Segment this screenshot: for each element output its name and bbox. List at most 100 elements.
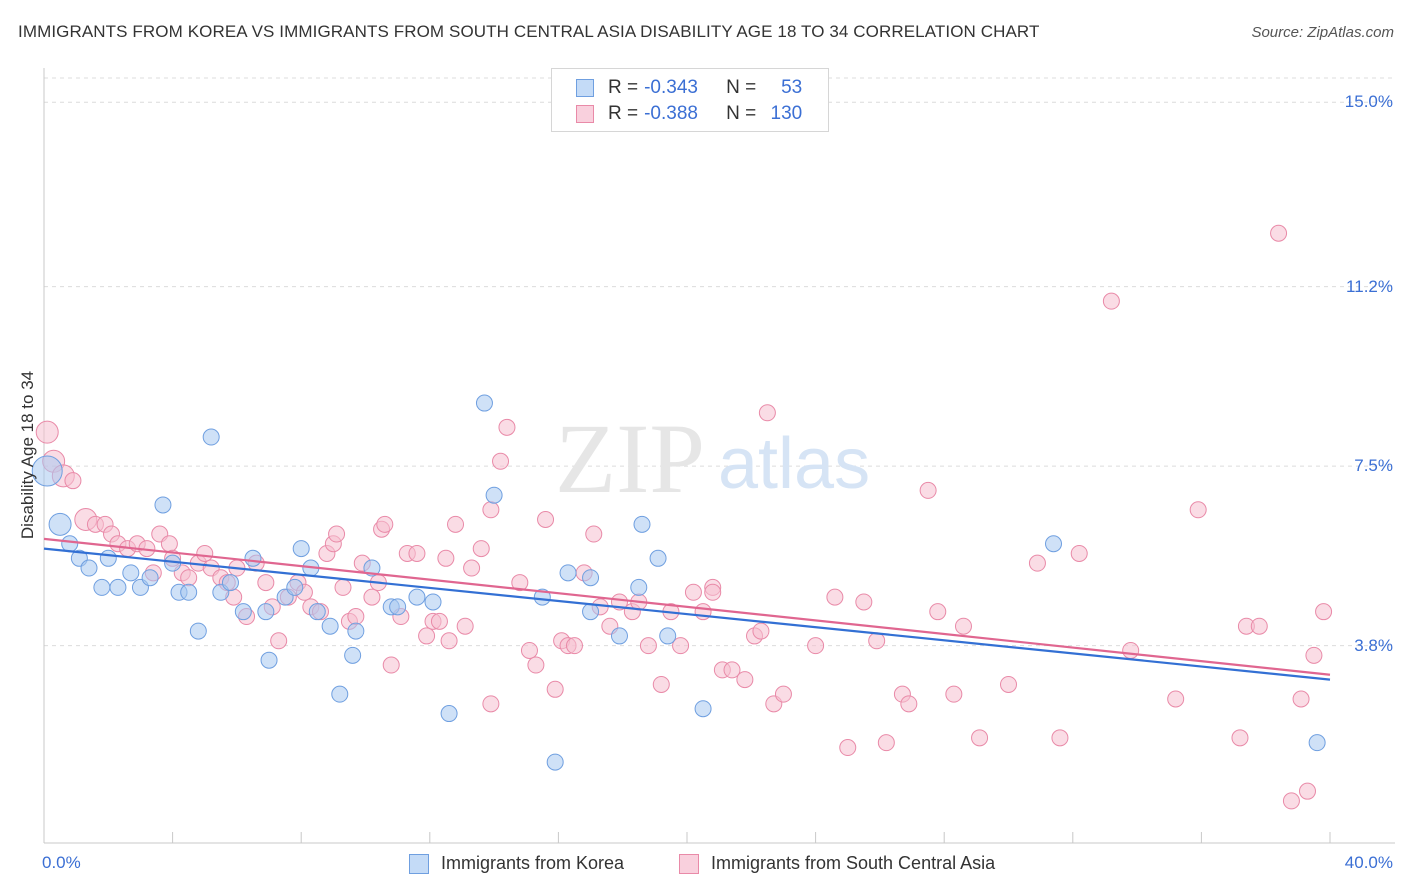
series-legend: Immigrants from Korea Immigrants from So… — [0, 853, 1406, 877]
sca-point — [752, 622, 770, 640]
korea-point — [344, 646, 362, 664]
korea-point — [257, 603, 275, 621]
x-tick-min: 0.0% — [42, 853, 81, 872]
korea-point — [630, 578, 648, 596]
n-value: 53 — [781, 77, 803, 98]
sca-point — [652, 675, 670, 693]
n-value: 130 — [770, 103, 803, 124]
korea-point — [582, 569, 600, 587]
sca-point — [472, 540, 490, 558]
stats-legend: R = -0.343 N = 53 R = -0.388 N = 130 — [551, 68, 829, 132]
x-tick-max: 40.0% — [1344, 853, 1393, 872]
korea-legend-swatch — [409, 853, 429, 874]
legend-row-korea: R = -0.343 N = 53 — [576, 76, 802, 100]
watermark-atlas: atlas — [718, 424, 870, 504]
n-label: N = — [726, 77, 757, 98]
sca-point — [1250, 617, 1268, 635]
korea-point — [363, 559, 381, 577]
sca-point — [1102, 292, 1120, 310]
sca-point — [328, 525, 346, 543]
sca-point — [723, 661, 741, 679]
korea-point — [308, 603, 326, 621]
sca-point — [482, 501, 500, 519]
sca-point — [347, 608, 365, 626]
legend-row-sca: R = -0.388 N = 130 — [576, 102, 802, 126]
sca-point — [684, 583, 702, 601]
korea-point — [659, 627, 677, 645]
y-tick-label: 11.2% — [1346, 276, 1393, 296]
korea-point — [80, 559, 98, 577]
sca-point — [585, 525, 603, 543]
sca-point — [855, 593, 873, 611]
korea-point — [485, 486, 503, 504]
sca-point — [929, 603, 947, 621]
sca-legend-label: Immigrants from South Central Asia — [711, 853, 996, 873]
sca-point — [971, 729, 989, 747]
sca-point — [1315, 603, 1333, 621]
sca-point — [1167, 690, 1185, 708]
korea-point — [31, 455, 63, 487]
sca-point — [945, 685, 963, 703]
r-value: -0.343 — [644, 77, 698, 98]
sca-point — [527, 656, 545, 674]
sca-point — [430, 612, 448, 630]
korea-point — [189, 622, 207, 640]
sca-point — [1270, 224, 1288, 242]
sca-point — [1000, 675, 1017, 693]
sca-trend-line — [43, 537, 1331, 676]
sca-point — [1028, 554, 1046, 572]
korea-point — [109, 578, 127, 596]
korea-point — [389, 598, 407, 616]
korea-point — [122, 564, 140, 582]
korea-point — [475, 394, 493, 412]
sca-point — [1051, 729, 1069, 747]
sca-point — [447, 515, 465, 533]
korea-point — [48, 512, 72, 536]
korea-point — [559, 564, 577, 582]
trend-lines — [43, 537, 1331, 681]
korea-point — [244, 549, 262, 567]
sca-point — [1070, 544, 1088, 562]
sca-point — [437, 549, 455, 567]
korea-point — [408, 588, 426, 606]
sca-point — [270, 632, 288, 650]
korea-point — [347, 622, 365, 640]
sca-point — [498, 418, 516, 436]
sca-point — [736, 671, 754, 689]
sca-point — [639, 637, 657, 655]
sca-point — [774, 685, 792, 703]
legend-item-korea: Immigrants from Korea — [409, 853, 624, 874]
korea-point — [1308, 734, 1326, 752]
sca-point — [382, 656, 400, 674]
sca-point — [954, 617, 972, 635]
sca-point — [1231, 729, 1249, 747]
sca-point — [919, 481, 937, 499]
sca-point — [1122, 641, 1140, 659]
korea-point — [649, 549, 667, 567]
korea-point — [93, 578, 111, 596]
sca-point — [704, 583, 722, 601]
sca-point — [511, 574, 529, 592]
r-label: R = — [608, 77, 639, 98]
r-value: -0.388 — [644, 103, 698, 124]
sca-point — [418, 627, 436, 645]
watermark: ZIP atlas — [555, 403, 870, 514]
sca-point — [839, 739, 857, 757]
korea-legend-label: Immigrants from Korea — [441, 853, 625, 873]
korea-point — [582, 603, 600, 621]
series-south-central-asia — [35, 224, 1333, 810]
legend-item-sca: Immigrants from South Central Asia — [679, 853, 995, 874]
source-label: Source: ZipAtlas.com — [1251, 24, 1394, 41]
korea-point — [260, 651, 278, 669]
sca-point — [196, 544, 214, 562]
sca-point — [160, 535, 178, 553]
sca-point — [363, 588, 381, 606]
korea-point — [1045, 535, 1063, 553]
sca-point — [463, 559, 481, 577]
sca-point — [1282, 792, 1300, 810]
korea-point — [286, 578, 304, 596]
sca-swatch — [576, 105, 594, 123]
korea-point — [633, 515, 651, 533]
korea-point — [440, 705, 458, 723]
sca-point — [1298, 782, 1316, 800]
